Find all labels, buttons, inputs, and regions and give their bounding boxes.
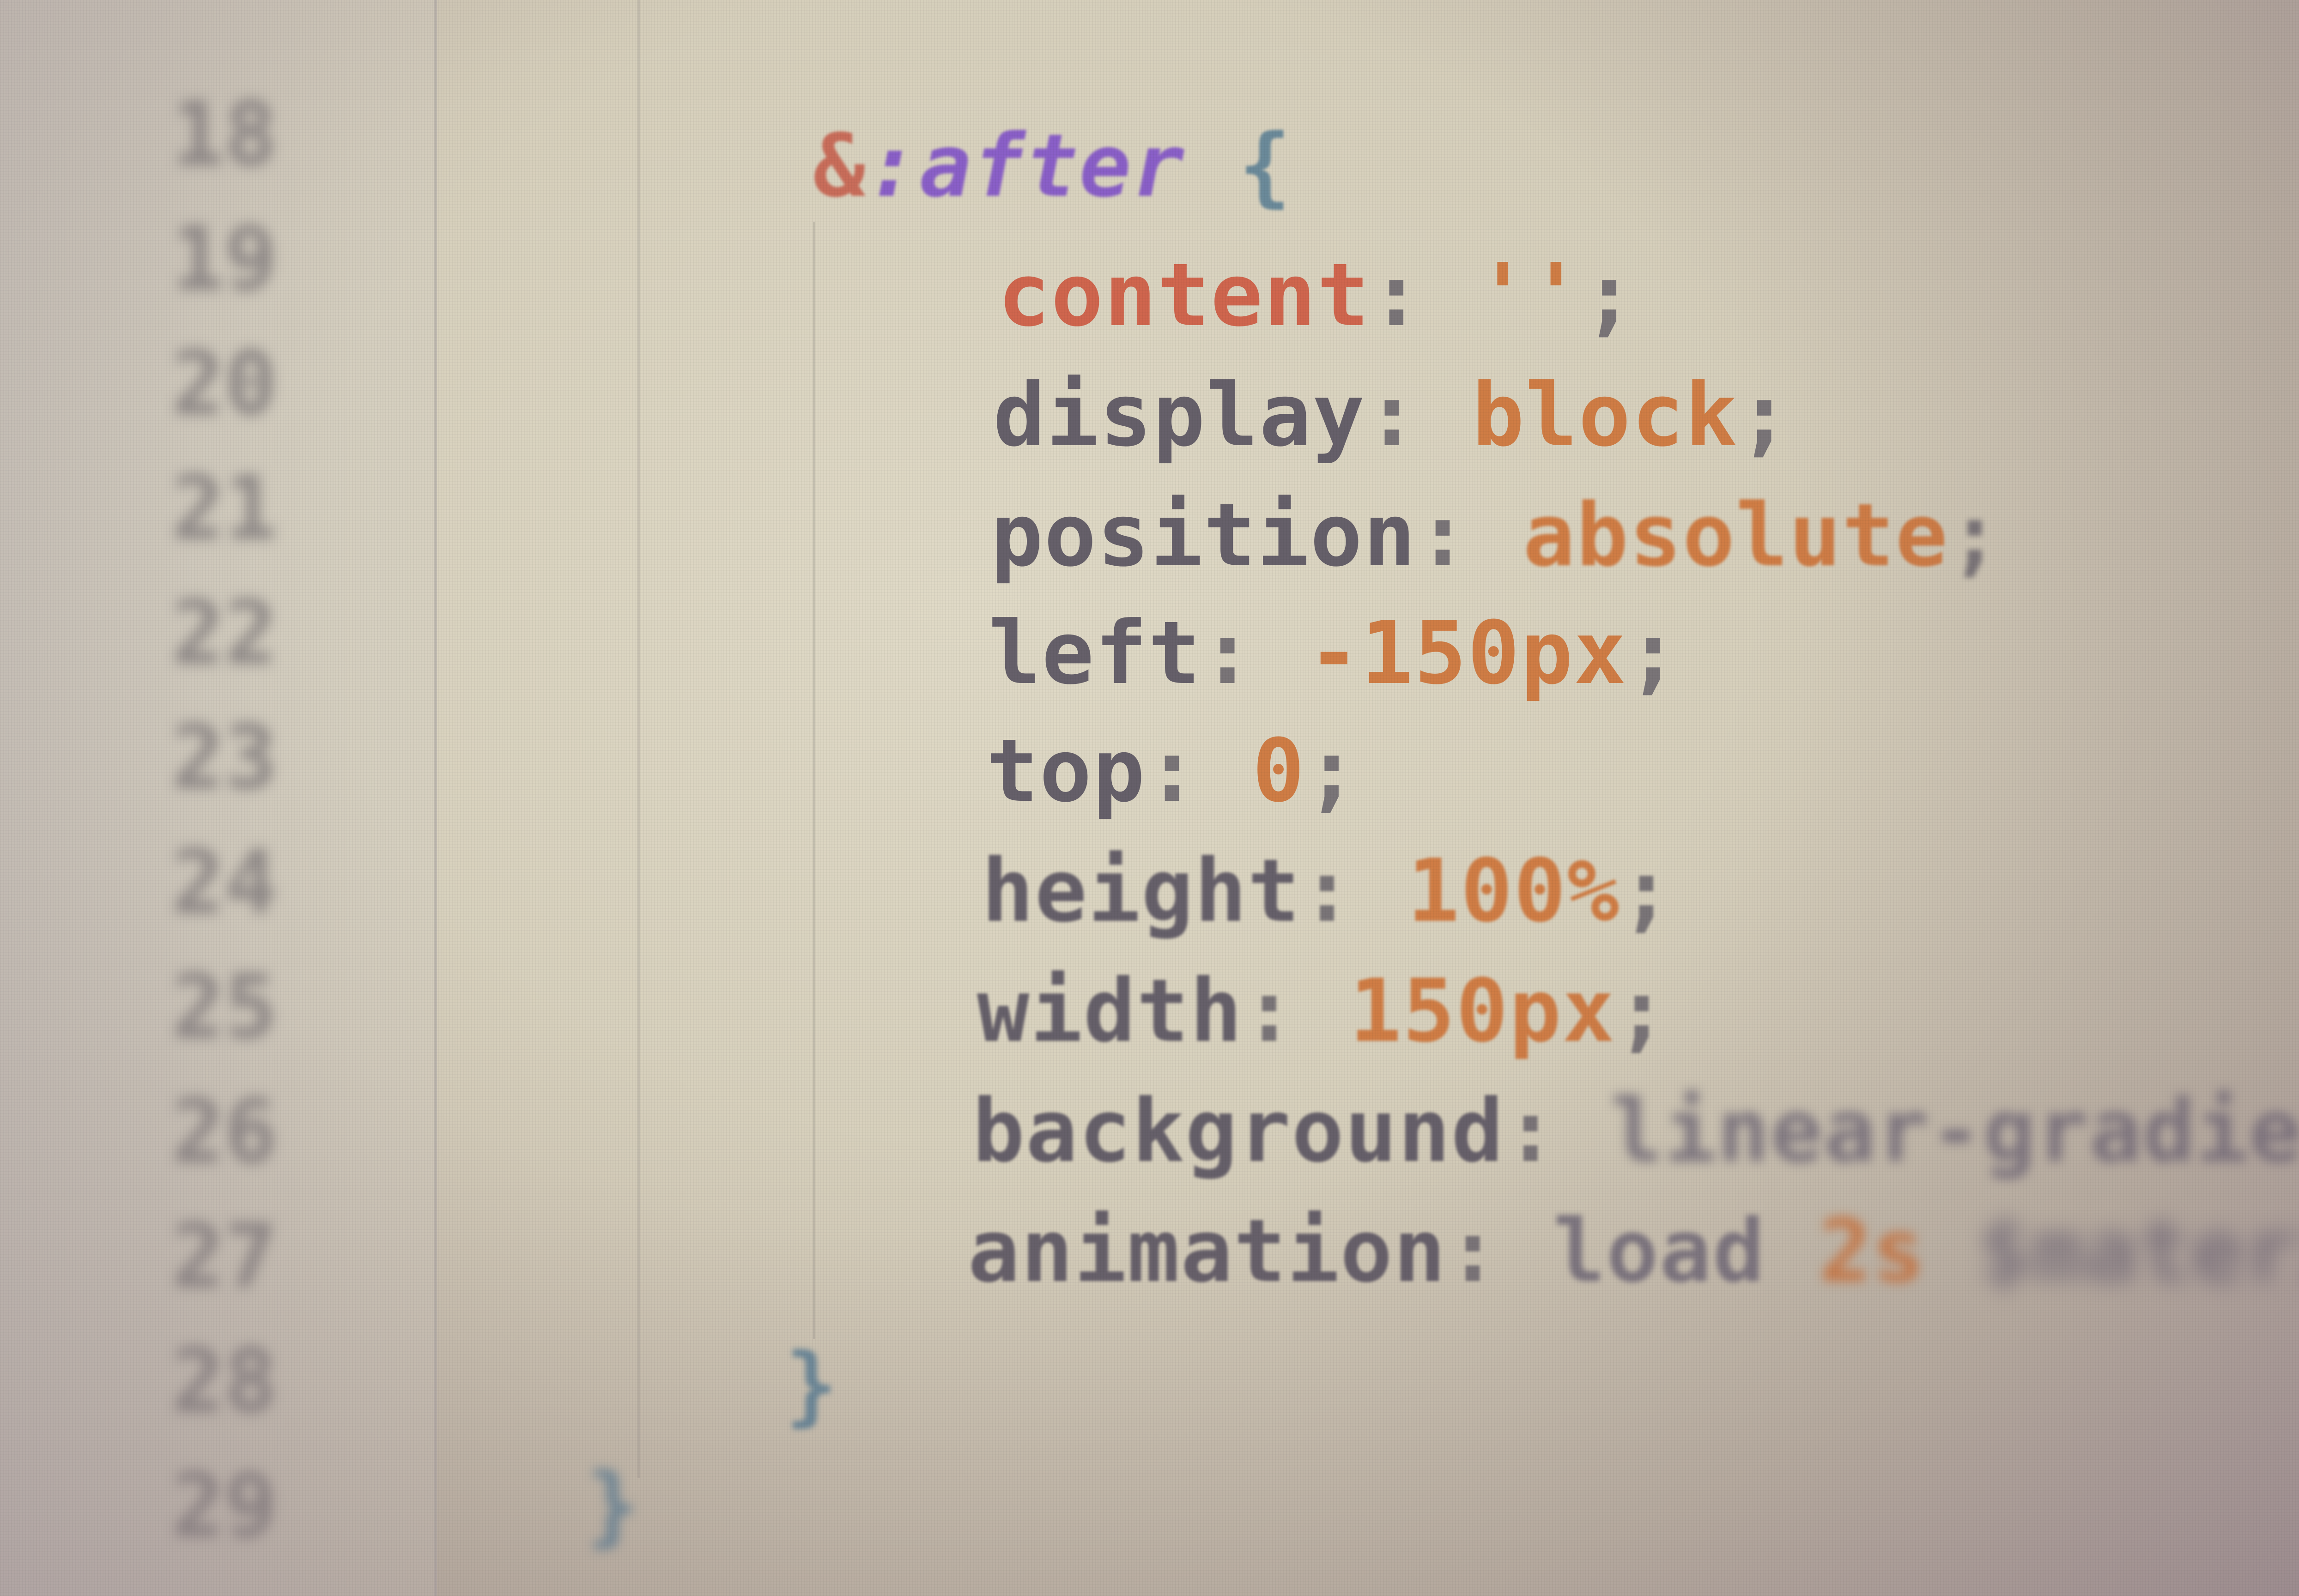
code-line-close-brace-outer: } bbox=[587, 1455, 640, 1556]
line-number: 18 bbox=[171, 83, 277, 185]
line-number: 27 bbox=[171, 1205, 277, 1307]
close-brace: } bbox=[587, 1455, 640, 1556]
property-value: '' bbox=[1476, 245, 1583, 346]
semicolon: ; bbox=[1620, 840, 1674, 942]
line-number-gutter bbox=[0, 0, 437, 1596]
property-value: linear-gradient(to rig bbox=[1611, 1081, 2299, 1182]
code-line-position: position: absolute; bbox=[991, 485, 2002, 586]
semicolon: ; bbox=[1305, 720, 1359, 822]
colon: : bbox=[1370, 245, 1424, 346]
property-value: block bbox=[1472, 365, 1738, 466]
property-value: 150px bbox=[1349, 961, 1616, 1062]
semicolon: ; bbox=[1627, 603, 1680, 704]
colon: : bbox=[1301, 840, 1354, 942]
line-number: 24 bbox=[171, 831, 277, 933]
colon: : bbox=[1365, 365, 1419, 466]
line-number: 21 bbox=[171, 457, 277, 559]
code-line-display: display: block; bbox=[993, 365, 1791, 466]
semicolon: ; bbox=[1615, 961, 1669, 1062]
line-number: 20 bbox=[171, 332, 277, 435]
code-line-top: top: 0; bbox=[986, 720, 1359, 822]
colon: : bbox=[1201, 603, 1255, 704]
line-number: 22 bbox=[171, 582, 277, 684]
property-name: left bbox=[989, 603, 1201, 704]
line-number: 26 bbox=[171, 1081, 277, 1183]
code-line-width: width: 150px; bbox=[977, 961, 1668, 1062]
semicolon: ; bbox=[1948, 485, 2002, 586]
colon: : bbox=[1243, 961, 1297, 1062]
colon: : bbox=[1446, 1201, 1500, 1302]
code-line-selector: &:after { bbox=[813, 115, 1292, 217]
code-line-content: content: ''; bbox=[998, 245, 1636, 346]
property-name: height bbox=[982, 840, 1301, 942]
property-name: content bbox=[998, 245, 1371, 346]
line-number: 23 bbox=[171, 707, 277, 809]
code-line-animation: animation: load 2s $material-trans bbox=[968, 1201, 2299, 1302]
property-value: -150px bbox=[1308, 603, 1627, 704]
open-brace: { bbox=[1238, 115, 1292, 217]
line-number: 25 bbox=[171, 956, 277, 1058]
selector-ampersand: & bbox=[813, 115, 867, 217]
property-name: background bbox=[972, 1081, 1504, 1182]
code-line-height: height: 100%; bbox=[982, 840, 1673, 942]
pseudo-element: :after bbox=[866, 115, 1186, 217]
line-number: 28 bbox=[171, 1330, 277, 1432]
code-line-close-brace: } bbox=[785, 1335, 838, 1436]
property-value-variable: $material-trans bbox=[1978, 1201, 2299, 1302]
property-value: load bbox=[1553, 1201, 1766, 1302]
property-name: display bbox=[993, 365, 1366, 466]
close-brace: } bbox=[785, 1335, 839, 1436]
semicolon: ; bbox=[1738, 365, 1791, 466]
colon: : bbox=[1146, 720, 1199, 822]
colon: : bbox=[1416, 485, 1470, 586]
indent-guide bbox=[813, 222, 815, 1339]
property-name: width bbox=[977, 961, 1243, 1062]
property-value-duration: 2s bbox=[1819, 1201, 1926, 1302]
colon: : bbox=[1504, 1081, 1558, 1182]
property-name: animation bbox=[968, 1201, 1447, 1302]
property-value: 0 bbox=[1252, 720, 1306, 822]
line-number: 29 bbox=[171, 1455, 277, 1557]
property-name: position bbox=[991, 485, 1417, 586]
code-line-background: background: linear-gradient(to rig bbox=[972, 1081, 2299, 1182]
fold-gutter-divider bbox=[637, 0, 640, 1478]
semicolon: ; bbox=[1583, 245, 1637, 346]
property-name: top bbox=[986, 720, 1146, 822]
code-line-left: left: -150px; bbox=[989, 603, 1680, 704]
property-value: 100% bbox=[1407, 840, 1620, 942]
property-value: absolute bbox=[1523, 485, 1949, 586]
line-number: 19 bbox=[171, 208, 277, 310]
